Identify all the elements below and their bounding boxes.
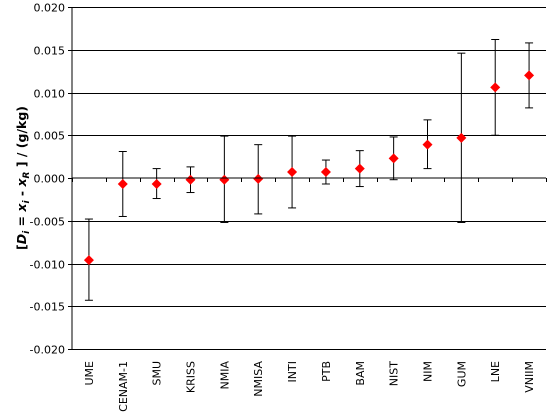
y-tick-label: 0.020 [34, 2, 66, 15]
data-point [422, 139, 433, 150]
data-point [151, 178, 162, 189]
error-bars [84, 38, 534, 301]
y-tick-label: 0.010 [34, 88, 66, 101]
data-point [219, 174, 230, 185]
x-tick-label: VNIIM [523, 361, 536, 393]
x-tick-label: BAM [354, 361, 367, 386]
x-tick-label: KRISS [185, 361, 198, 393]
y-tick-label: 0.015 [34, 45, 66, 58]
x-tick-label: UME [83, 361, 96, 386]
y-tick-label: 0.005 [34, 130, 66, 143]
x-tick-label: NMIA [218, 361, 231, 390]
x-tick-label: LNE [489, 361, 502, 382]
data-point [456, 132, 467, 143]
data-point [83, 255, 94, 266]
data-point [490, 82, 501, 93]
data-point [185, 174, 196, 185]
data-point [388, 153, 399, 164]
y-tick-label: -0.015 [30, 301, 65, 314]
y-tick-label: -0.010 [30, 259, 65, 272]
data-point [253, 173, 264, 184]
y-tick-label: -0.020 [30, 344, 65, 357]
x-tick-label: CENAM-1 [117, 361, 130, 412]
x-tick-label: SMU [151, 361, 164, 386]
x-tick-label: NIM [422, 361, 435, 382]
y-axis-label: [Di = xi - xR ] / (g/kg) [14, 106, 32, 250]
y-tick-label: -0.005 [30, 216, 65, 229]
y-tick-label: 0.000 [34, 173, 66, 186]
y-axis-ticks: 0.020 0.015 0.010 0.005 0.000 -0.005 -0.010 -0.… [30, 2, 547, 357]
x-tick-label: NMISA [252, 361, 265, 397]
data-point [287, 167, 298, 178]
data-point [117, 178, 128, 189]
x-tick-label: NIST [388, 361, 401, 386]
data-point [524, 70, 535, 81]
x-tick-label: GUM [455, 361, 468, 387]
x-tick-label: INTI [286, 361, 299, 382]
x-tick-labels: UME CENAM-1 SMU KRISS NMIA NMISA INTI PTB BAM NIS… [83, 361, 536, 412]
data-points [83, 70, 535, 266]
gridlines [72, 7, 546, 350]
data-point [354, 163, 365, 174]
data-point [320, 167, 331, 178]
x-tick-label: PTB [320, 361, 333, 382]
